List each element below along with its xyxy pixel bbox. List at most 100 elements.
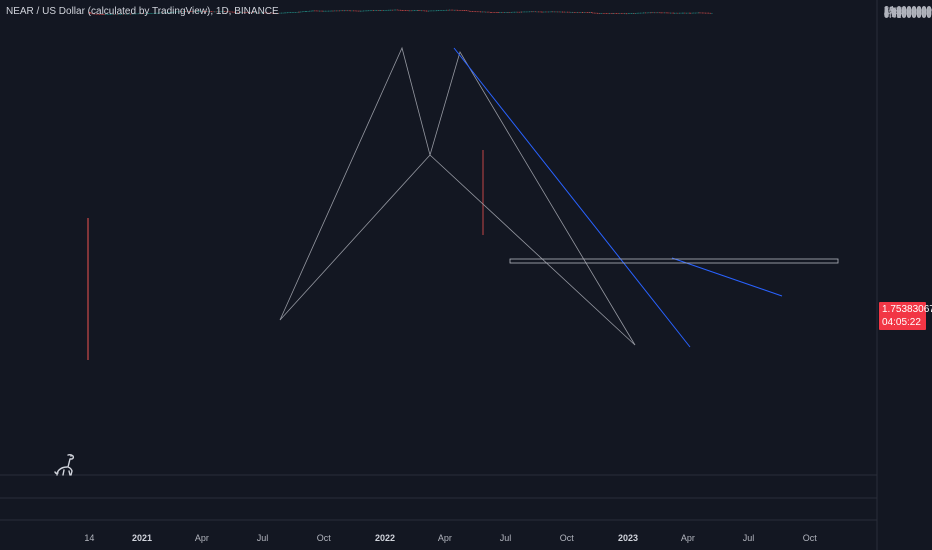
candle-body [425, 10, 427, 12]
candle-body [340, 10, 342, 12]
candle-body [641, 12, 643, 14]
candle-body [318, 10, 321, 12]
candle-body [133, 13, 135, 15]
candle-body [671, 12, 673, 14]
candle-body [593, 12, 595, 14]
candle-body [152, 13, 154, 14]
candle-body [326, 10, 328, 12]
price-tick-label: 0.41000000 [884, 10, 932, 20]
candle-body [633, 13, 635, 14]
descending-trendline [453, 47, 691, 348]
candle-body [116, 13, 118, 15]
time-tick-label: Apr [195, 533, 209, 543]
candle-body [94, 13, 96, 15]
candle-body [589, 12, 591, 13]
candle-body [244, 12, 246, 13]
candle-body [431, 10, 433, 12]
price-tick-label: 0.75000000 [884, 9, 932, 19]
price-axis[interactable]: USD24.0000000018.0000000013.0000000010.0… [884, 5, 932, 20]
candle-body [422, 10, 424, 12]
candle-body [602, 13, 604, 14]
candle-body [218, 11, 220, 13]
candle-body [220, 11, 222, 13]
candle-body [183, 11, 185, 12]
candle-body [604, 13, 606, 14]
candle-body [557, 11, 559, 13]
candle-body [214, 11, 216, 13]
candle-body [658, 12, 660, 14]
candle-body [674, 12, 676, 14]
candle-body [453, 9, 455, 11]
candle-body [353, 10, 355, 12]
price-tick-label: 1.00000000 [884, 9, 932, 19]
candle-body [598, 12, 600, 14]
drawings [279, 46, 839, 348]
candle-body [415, 10, 417, 12]
candle-body [268, 12, 270, 14]
candle-body [488, 11, 490, 13]
candle-body [490, 12, 493, 13]
candle-body [269, 12, 272, 14]
candle-body [398, 9, 400, 11]
candle-body [476, 11, 478, 13]
candle-body [324, 10, 326, 12]
candle-body [500, 12, 502, 13]
candle-body [696, 12, 698, 14]
candle-body [249, 12, 251, 13]
price-tick-label: 1.90000000 [884, 8, 932, 18]
candle-body [568, 11, 570, 13]
price-tick-label: 0.55000000 [884, 10, 932, 20]
candle-body [617, 13, 619, 14]
candle-body [495, 12, 497, 13]
candle-body [673, 12, 675, 14]
candle-body [630, 13, 633, 14]
tradingview-dinosaur-icon[interactable] [54, 452, 76, 478]
candle-body [646, 12, 648, 14]
candle-body [238, 12, 240, 13]
time-tick-label: Oct [317, 533, 332, 543]
candle-body [616, 13, 618, 14]
candle-body [170, 12, 172, 13]
candle-body [525, 11, 527, 13]
candle-body [668, 12, 670, 14]
candle-body [237, 11, 239, 13]
candle-body [227, 11, 229, 13]
candle-body [331, 10, 333, 12]
candle-body [372, 10, 374, 12]
candle-body [303, 11, 305, 12]
candle-body [225, 11, 227, 12]
candle-body [701, 12, 703, 14]
candle-body [585, 12, 587, 13]
candle-body [390, 9, 392, 11]
candle-body [282, 12, 284, 14]
candle-body [678, 12, 680, 14]
candle-body [102, 14, 104, 15]
candle-body [610, 13, 612, 14]
candle-body [396, 9, 398, 11]
time-axis[interactable]: 14 2021 Apr Jul Oct 2022 Apr Jul Oct 2023 Apr Jul Oc… [84, 533, 817, 543]
candle-body [653, 12, 656, 14]
candle-body [509, 12, 511, 13]
price-tick-label: 3.50000000 [884, 7, 932, 17]
candle-body [376, 10, 378, 11]
candle-body [572, 12, 574, 13]
candle-body [215, 11, 217, 13]
candle-body [305, 11, 307, 12]
candle-body [128, 13, 130, 15]
candle-body [246, 12, 248, 13]
candle-body [105, 14, 107, 15]
candle-body [558, 11, 560, 13]
candle-body [649, 12, 651, 14]
candle-body [271, 12, 273, 14]
candle-body [230, 11, 232, 13]
time-tick-label: Oct [803, 533, 818, 543]
candle-body [204, 11, 206, 12]
candle-body [483, 11, 485, 13]
time-tick-label: Oct [560, 533, 575, 543]
candle-body [103, 14, 105, 15]
candle-body [165, 12, 167, 13]
candle-body [452, 9, 454, 11]
candle-body [115, 13, 117, 15]
candle-body [551, 11, 553, 13]
